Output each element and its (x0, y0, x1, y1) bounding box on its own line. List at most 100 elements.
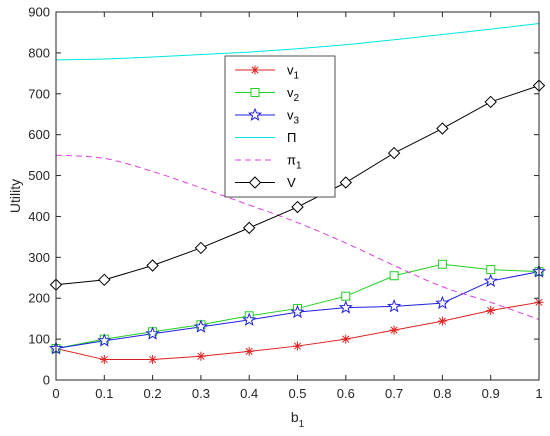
data-point-s2-6 (338, 300, 353, 314)
data-point-s0-6 (341, 334, 351, 344)
legend-label: π1 (287, 153, 302, 172)
axis-ticks (55, 11, 540, 381)
data-point-s5-4 (242, 221, 256, 235)
data-point-s0-8 (437, 316, 447, 326)
data-point-s2-5 (290, 304, 305, 319)
data-point-s0-7 (389, 325, 399, 335)
legend-label-main: v (287, 85, 294, 100)
legend-label-main: V (287, 175, 296, 190)
x-tick-labels: 0 0.1 0.2 0.3 0.4 0.5 0.6 0.7 0.8 0.9 1 (52, 386, 542, 401)
legend-item-3: Π (235, 130, 296, 145)
data-point-s2-4 (242, 312, 257, 326)
data-point-s5-6 (339, 176, 353, 189)
x-axis-title-subscript: 1 (299, 419, 305, 430)
y-tick-label: 900 (28, 5, 50, 20)
legend-swatch-marker (248, 176, 262, 189)
legend-label-subscript: 2 (294, 93, 300, 104)
x-tick-label: 0.2 (144, 386, 162, 401)
data-point-s1-6 (341, 291, 351, 301)
legend-item-0: v1 (235, 63, 300, 82)
marker-stroke (245, 347, 253, 355)
data-point-s5-9 (484, 95, 497, 109)
data-point-s5-3 (194, 241, 208, 255)
legend-label-main: v (287, 108, 294, 123)
marker-stroke (438, 317, 446, 325)
x-tick-label: 0.3 (192, 386, 210, 401)
data-point-s2-3 (193, 319, 208, 333)
x-tick-label: 0.4 (240, 386, 258, 401)
legend-label: v1 (287, 63, 300, 82)
data-point-s5-1 (98, 273, 111, 287)
legend-item-2: v3 (235, 108, 300, 127)
legend-item-5: V (235, 175, 296, 190)
data-point-s5-2 (146, 259, 159, 272)
data-point-s5-5 (291, 200, 304, 214)
legend-label-main: v (287, 63, 294, 78)
x-tick-label: 0 (52, 386, 59, 401)
marker-stroke (342, 335, 350, 343)
y-axis-title: Utility (7, 179, 23, 213)
legend-item-1: v2 (235, 85, 300, 104)
x-tick-label: 1 (535, 386, 542, 401)
data-point-s5-8 (436, 122, 449, 135)
data-point-s5-7 (387, 146, 401, 160)
data-point-s0-3 (196, 351, 206, 361)
x-tick-label: 0.7 (385, 386, 403, 401)
y-tick-label: 300 (28, 250, 50, 265)
data-point-s2-2 (145, 326, 160, 340)
marker-stroke (100, 355, 108, 364)
marker-stroke (487, 306, 495, 315)
marker-stroke (251, 66, 259, 74)
data-point-s0-5 (293, 341, 302, 351)
x-tick-label: 0.8 (433, 386, 451, 401)
data-point-s0-1 (99, 355, 109, 365)
legend-label: v2 (287, 85, 300, 104)
x-tick-label: 0.9 (482, 386, 500, 401)
y-tick-label: 0 (43, 373, 50, 388)
legend-label-subscript: 3 (294, 116, 300, 127)
series-line-3 (55, 22, 540, 61)
data-point-s1-7 (389, 271, 399, 281)
marker-stroke (390, 326, 398, 334)
x-tick-label: 0.5 (288, 386, 306, 401)
data-point-s2-8 (435, 295, 450, 310)
marker-stroke (293, 342, 302, 350)
x-tick-label: 0.1 (95, 386, 113, 401)
y-tick-label: 800 (28, 45, 50, 60)
x-axis-title: b1 (291, 409, 305, 430)
marker-stroke (197, 352, 205, 360)
legend-label-main: π (287, 153, 296, 168)
legend-item-4: π1 (235, 153, 302, 172)
series-markers (48, 79, 547, 365)
y-tick-label: 400 (28, 209, 50, 224)
series-line-4 (55, 154, 540, 320)
legend-swatch-marker (247, 107, 263, 121)
marker-stroke (149, 355, 157, 364)
data-point-s1-8 (437, 259, 447, 269)
legend-swatch-marker (250, 88, 260, 97)
x-axis-title-main: b (291, 409, 299, 425)
data-point-s1-9 (486, 265, 496, 275)
data-point-s0-9 (486, 305, 496, 315)
legend-label: v3 (287, 108, 300, 127)
y-tick-label: 500 (28, 168, 50, 183)
legend-label-main: Π (287, 130, 296, 145)
legend-swatch-marker (250, 65, 260, 75)
data-point-s2-9 (483, 273, 498, 288)
data-point-s0-2 (148, 355, 158, 365)
y-tick-label: 700 (28, 86, 50, 101)
y-tick-label: 200 (28, 291, 50, 306)
y-tick-label: 100 (28, 332, 50, 347)
legend-label: Π (287, 130, 296, 145)
x-tick-label: 0.6 (337, 386, 355, 401)
y-tick-labels: 0 100 200 300 400 500 600 700 800 900 (28, 5, 50, 388)
legend-box (224, 55, 336, 198)
data-point-s0-4 (244, 346, 254, 356)
legend-label-subscript: 1 (294, 71, 300, 82)
legend-label: V (287, 175, 296, 190)
data-point-s2-1 (97, 333, 112, 347)
legend-label-subscript: 1 (296, 161, 302, 172)
y-tick-label: 600 (28, 127, 50, 142)
